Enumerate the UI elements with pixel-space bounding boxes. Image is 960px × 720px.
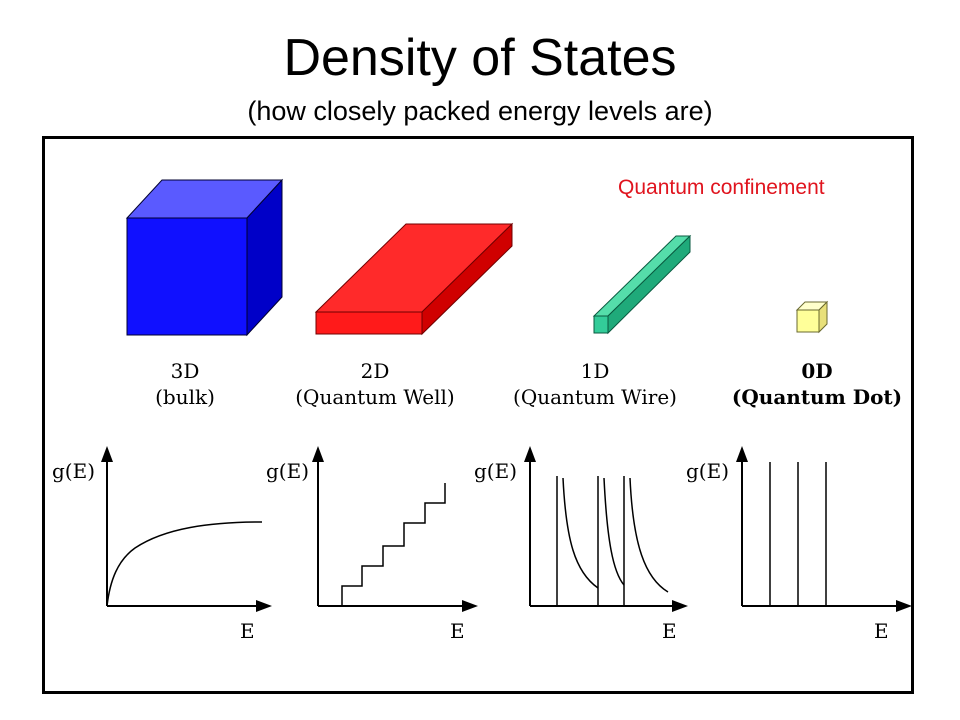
y-axis-label: g(E) [686, 459, 729, 483]
confinement-label: Quantum confinement [618, 176, 825, 199]
x-axis-label: E [662, 619, 677, 643]
y-axis-label: g(E) [266, 459, 309, 483]
dos-graph-0d: g(E) E [686, 446, 912, 643]
y-axis-label: g(E) [474, 459, 517, 483]
dos-curve-3d [106, 521, 263, 607]
structure-dim: 3D [170, 359, 200, 383]
dos-graph-1d: g(E) E [474, 446, 688, 643]
dos-graph-2d: g(E) E [266, 446, 478, 643]
x-axis-label: E [240, 619, 255, 643]
y-axis-label: g(E) [52, 459, 95, 483]
structure-dim: 0D [801, 359, 833, 383]
yellow-dot-icon [795, 300, 829, 334]
structure-name: (bulk) [155, 385, 215, 409]
structure-dim: 1D [580, 359, 610, 383]
structure-name: (Quantum Wire) [513, 385, 677, 409]
structure-label-3d: 3D (bulk) [125, 358, 245, 410]
blue-cube-icon [125, 178, 284, 337]
green-wire-icon [592, 234, 692, 335]
structure-label-1d: 1D (Quantum Wire) [500, 358, 690, 410]
page-subtitle: (how closely packed energy levels are) [247, 96, 713, 126]
structure-name: (Quantum Well) [295, 385, 455, 409]
dos-staircase-2d [318, 483, 446, 607]
page-title: Density of States [283, 29, 677, 87]
x-axis-label: E [874, 619, 889, 643]
structure-label-2d: 2D (Quantum Well) [280, 358, 470, 410]
structure-name: (Quantum Dot) [731, 385, 903, 409]
x-axis-label: E [450, 619, 465, 643]
structure-dim: 2D [360, 359, 390, 383]
red-slab-icon [314, 222, 514, 336]
dos-graph-3d: g(E) E [52, 446, 272, 643]
structure-label-0d: 0D (Quantum Dot) [722, 358, 912, 410]
